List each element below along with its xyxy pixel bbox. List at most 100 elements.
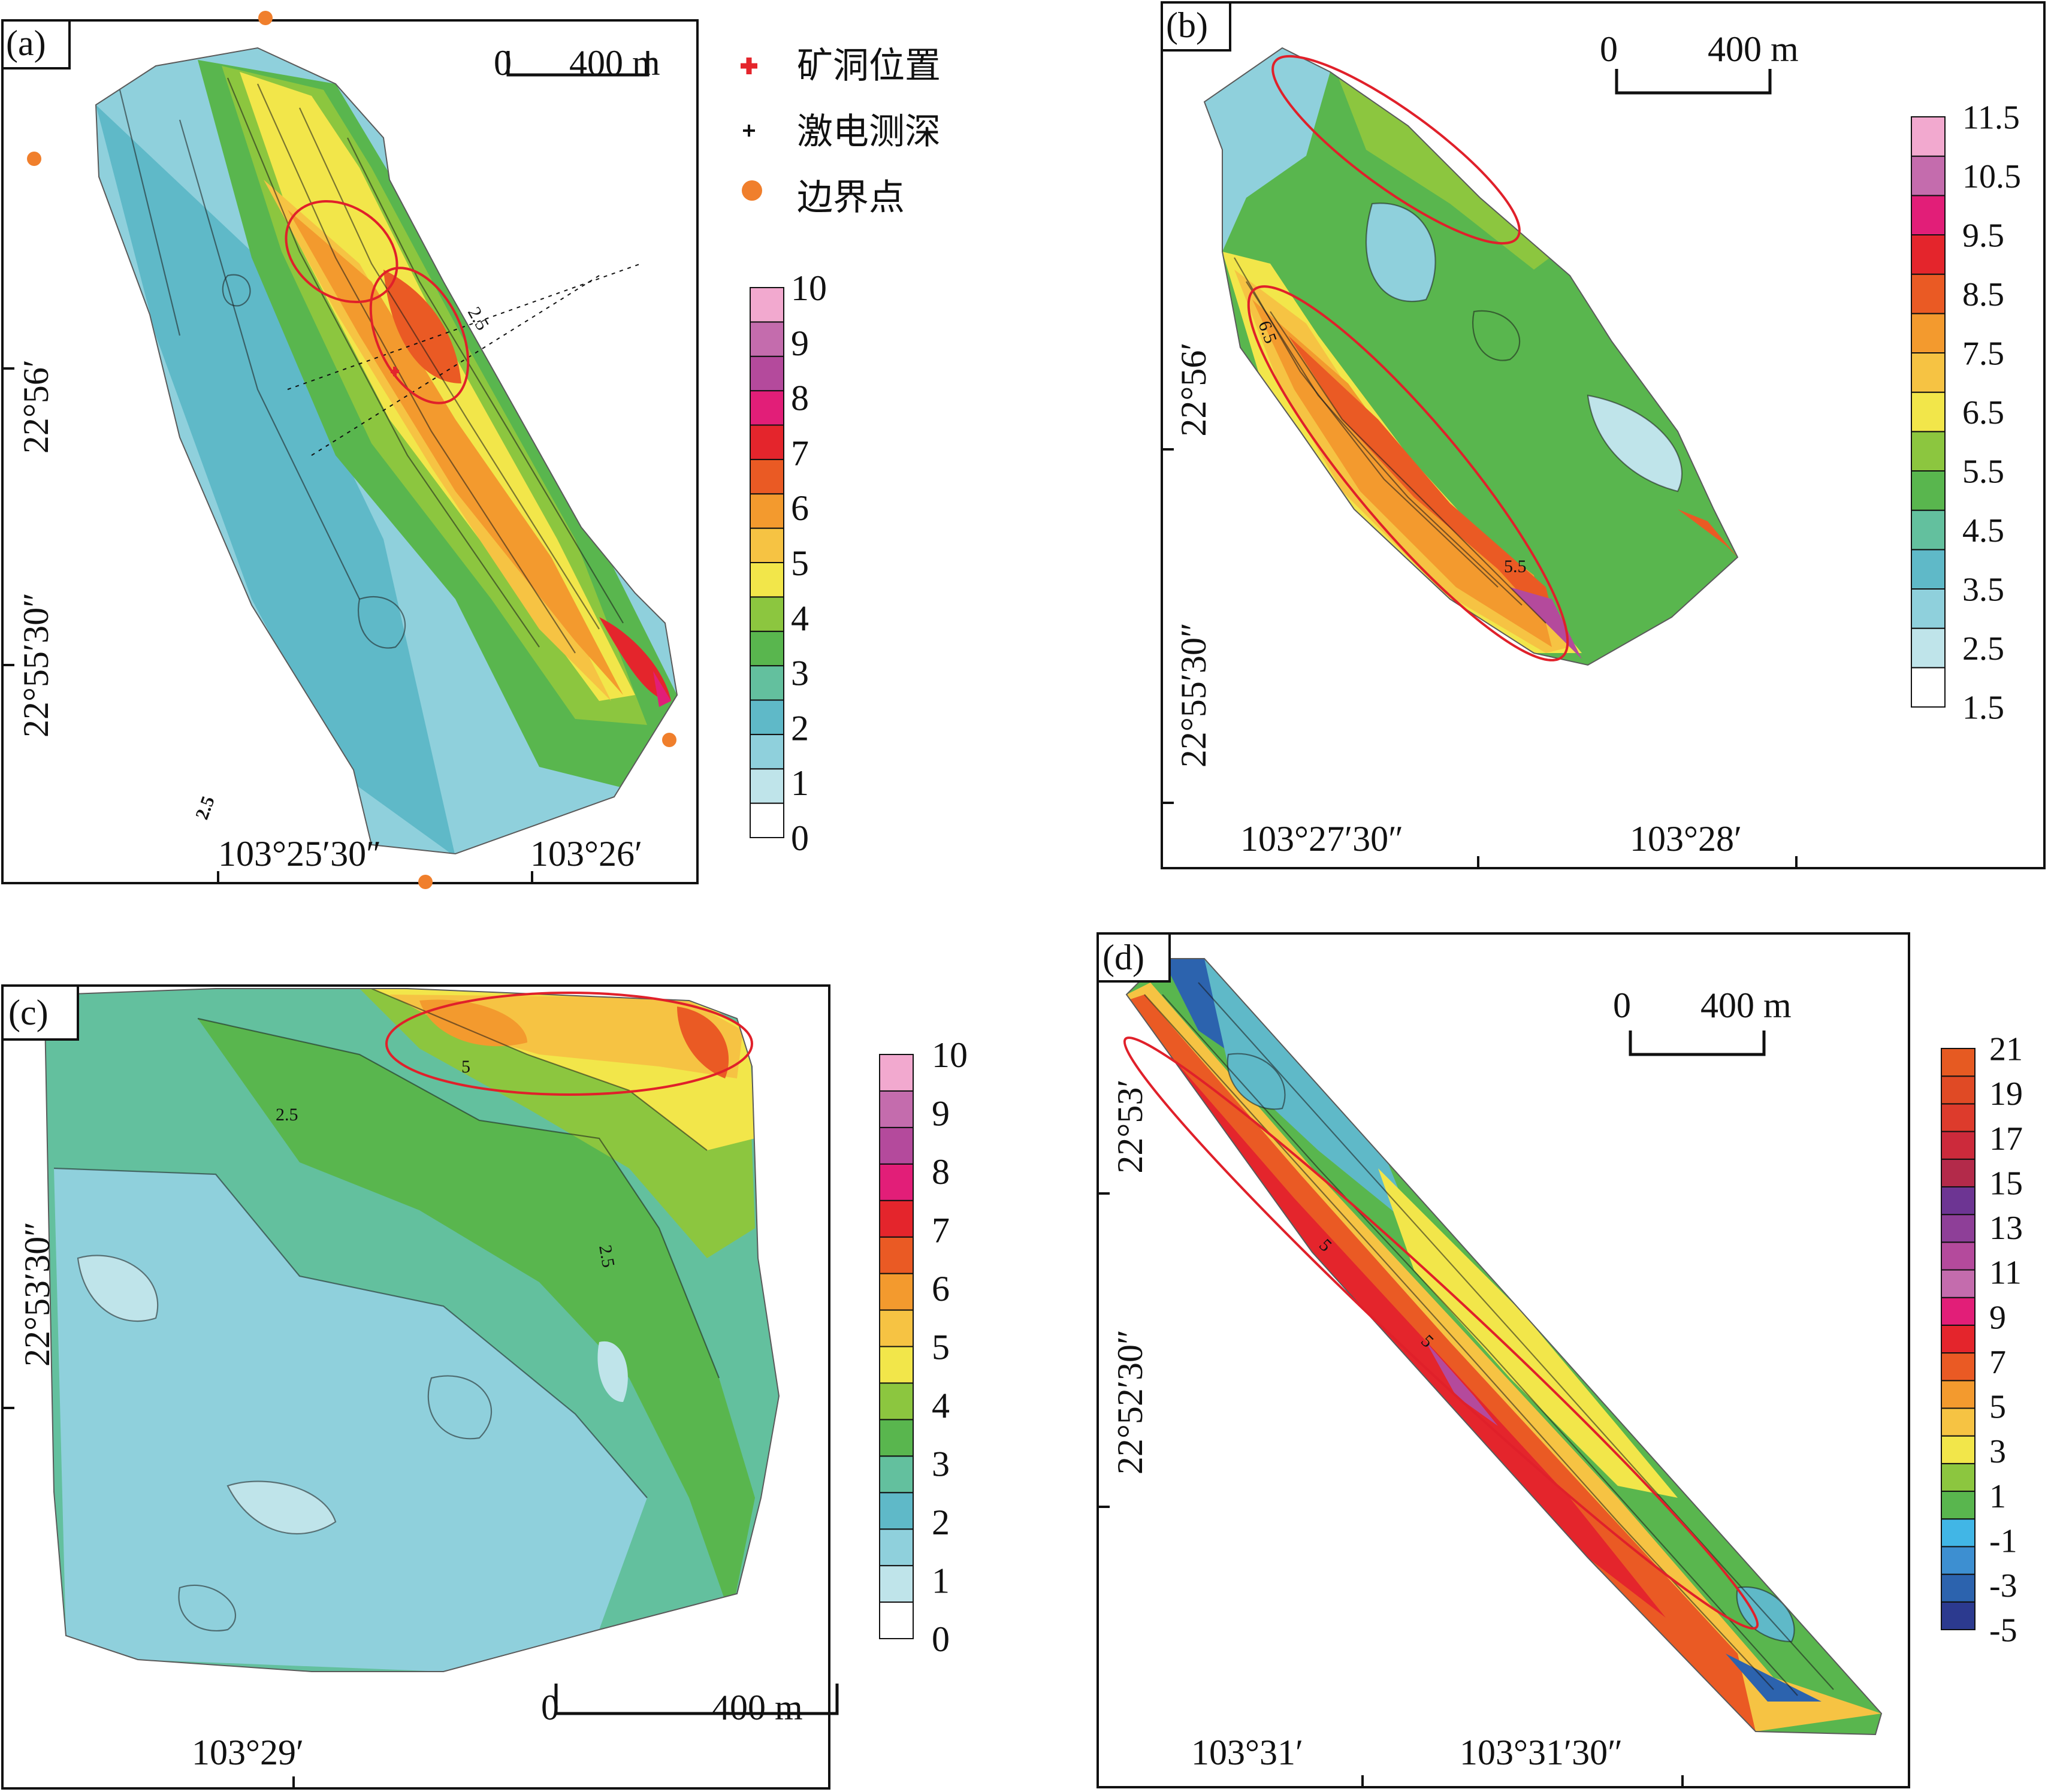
legend-color-swatch <box>750 355 784 392</box>
panel-a-survey-boundary <box>95 47 678 855</box>
legend-color-swatch <box>1941 1075 1975 1105</box>
panel-c-contour-map <box>45 989 779 1672</box>
panel-c-anomaly-ellipse <box>385 992 753 1096</box>
legend-color-swatch <box>1941 1214 1975 1243</box>
panel-b-anomaly-ellipse-1 <box>1271 55 1521 245</box>
legend-color-swatch <box>879 1492 914 1530</box>
legend-tick-label: 5 <box>932 1328 950 1367</box>
legend-color-swatch <box>1911 588 1946 629</box>
legend-color-swatch <box>1911 391 1946 433</box>
legend-color-swatch <box>750 424 784 460</box>
legend-tick-label: 5.5 <box>1962 454 2004 491</box>
ip-sounding-icon <box>743 125 755 137</box>
panel-c-scale-zero: 0 <box>541 1688 559 1727</box>
legend-tick-label: 1 <box>932 1561 950 1601</box>
panel-d-color-legend: 21 19 17 15 13 11 9 7 5 3 1 -1 -3 -5 <box>1941 1031 2023 1649</box>
legend-tick-label: 9 <box>1989 1299 2006 1336</box>
boundary-point <box>662 733 676 747</box>
panel-b-lon-label: 103°28′ <box>1630 819 1742 859</box>
legend-color-swatch <box>1941 1546 1975 1575</box>
legend-color-swatch <box>1911 667 1946 708</box>
legend-color-swatch <box>1941 1158 1975 1187</box>
mine-position-icon <box>741 58 757 74</box>
legend-tick-label: 7 <box>791 433 809 473</box>
panel-a-ip-sounding-line <box>287 263 642 456</box>
legend-color-swatch <box>879 1528 914 1567</box>
panel-b-contour-label: 5.5 <box>1504 557 1527 576</box>
legend-tick-label: 3.5 <box>1962 572 2004 609</box>
boundary-point <box>27 152 41 166</box>
legend-color-swatch <box>1941 1297 1975 1326</box>
legend-color-swatch <box>1941 1269 1975 1298</box>
legend-tick-label: 5 <box>1989 1389 2006 1426</box>
legend-color-swatch <box>879 1090 914 1128</box>
panel-c-lon-label: 103°29′ <box>192 1733 304 1772</box>
panel-b-anomaly-ellipse-2 <box>1247 285 1569 661</box>
legend-color-swatch <box>1941 1324 1975 1354</box>
panel-c: 5 2.5 2.5 (c) 0 400 m 22°53′30″ 103°29′ <box>1 984 839 1790</box>
panel-d-tag: (d) <box>1102 938 1144 977</box>
panel-d: 5 5 (d) 0 400 m 22°53′ 22°52′30″ 103°31′… <box>1097 932 1910 1788</box>
panel-c-scale-bar: 0 400 m <box>541 1684 839 1727</box>
panel-b-scale-label: 400 m <box>1708 29 1799 69</box>
panel-c-survey-boundary <box>44 988 780 1672</box>
legend-color-swatch <box>1911 234 1946 275</box>
legend-color-swatch <box>879 1163 914 1201</box>
legend-color-swatch <box>750 802 784 838</box>
panel-c-tag: (c) <box>8 993 49 1032</box>
panel-a-tag-box <box>1 19 71 69</box>
legend-tick-label: 8 <box>932 1152 950 1192</box>
panel-d-scale-bar: 0 400 m <box>1613 986 1792 1056</box>
legend-color-swatch <box>879 1455 914 1494</box>
legend-color-swatch <box>1941 1380 1975 1409</box>
legend-color-swatch <box>750 768 784 804</box>
legend-color-swatch <box>879 1419 914 1457</box>
legend-color-swatch <box>750 493 784 529</box>
legend-color-swatch <box>879 1601 914 1639</box>
legend-tick-label: 2 <box>791 708 809 748</box>
legend-tick-label: 19 <box>1989 1075 2023 1113</box>
legend-color-swatch <box>1941 1407 1975 1437</box>
panel-d-lat-label: 22°53′ <box>1110 1079 1150 1173</box>
legend-tick-label: 1.5 <box>1962 690 2004 727</box>
legend-color-swatch <box>750 596 784 632</box>
legend-tick-label: -1 <box>1989 1522 2017 1560</box>
legend-color-swatch <box>1911 509 1946 551</box>
legend-tick-label: 4.5 <box>1962 512 2004 549</box>
legend-color-swatch <box>1941 1241 1975 1271</box>
panel-d-survey-boundary <box>1125 958 1883 1736</box>
panel-a-anomaly-ellipse-2 <box>369 267 470 404</box>
panel-c-lat-label: 22°53′30″ <box>17 1222 57 1367</box>
panel-a-lat-label: 22°55′30″ <box>16 593 56 738</box>
legend-color-swatch <box>1941 1573 1975 1603</box>
panel-a-anomaly-ellipse-1 <box>285 200 398 304</box>
legend-color-swatch <box>1941 1103 1975 1132</box>
panel-a-lon-label: 103°26′ <box>530 834 642 874</box>
panel-a-scale-zero: 0 <box>494 43 512 83</box>
legend-tick-label: 4 <box>791 599 809 638</box>
legend-tick-label: 2 <box>932 1503 950 1542</box>
legend-tick-label: 15 <box>1989 1165 2023 1202</box>
legend-color-swatch <box>879 1309 914 1347</box>
legend-tick-label: 0 <box>791 818 809 858</box>
boundary-point <box>258 11 273 25</box>
legend-color-swatch <box>1941 1186 1975 1216</box>
legend-tick-label: 9 <box>932 1094 950 1134</box>
legend-color-swatch <box>1911 116 1946 157</box>
legend-color-swatch <box>750 321 784 357</box>
legend-color-swatch <box>879 1273 914 1311</box>
panel-a-mine-marker <box>391 367 399 376</box>
legend-color-swatch <box>750 562 784 598</box>
legend-tick-label: 8.5 <box>1962 276 2004 313</box>
legend-color-swatch <box>1911 155 1946 197</box>
legend-color-swatch <box>1941 1491 1975 1520</box>
panel-c-tag-box <box>1 984 79 1041</box>
legend-tick-label: 4 <box>932 1386 950 1425</box>
legend-color-swatch <box>750 665 784 701</box>
legend-color-swatch <box>750 458 784 495</box>
legend-color-swatch <box>1941 1518 1975 1548</box>
panel-c-contour-label: 5 <box>461 1057 470 1077</box>
panel-b-lat-label: 22°56′ <box>1174 342 1213 436</box>
boundary-point <box>418 875 433 889</box>
